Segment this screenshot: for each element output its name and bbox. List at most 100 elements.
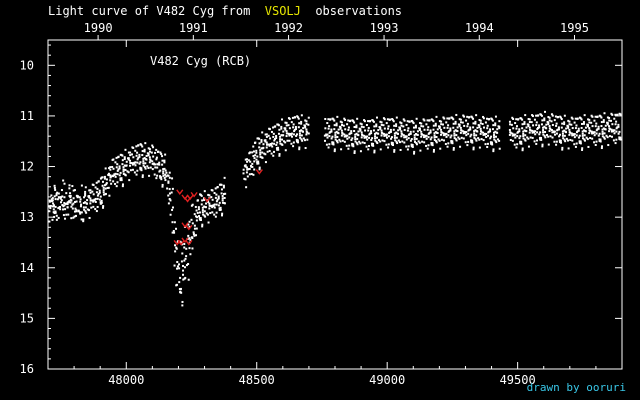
observation-point	[248, 168, 251, 171]
observation-point	[548, 129, 551, 132]
observation-point	[190, 204, 193, 207]
observation-point	[387, 146, 390, 149]
observation-point	[570, 132, 573, 135]
observation-point	[332, 118, 335, 121]
observation-point	[276, 148, 279, 151]
observation-point	[66, 203, 69, 206]
observation-point	[433, 132, 436, 135]
observation-point	[435, 115, 438, 118]
observation-point	[587, 145, 590, 148]
observation-point	[64, 208, 67, 211]
observation-point	[423, 119, 426, 122]
observation-point	[341, 123, 344, 126]
observation-point	[532, 124, 535, 127]
observation-point	[147, 166, 150, 169]
observation-point	[98, 191, 101, 194]
observation-point	[403, 128, 406, 131]
observation-point	[343, 133, 346, 136]
observation-point	[343, 140, 346, 143]
observation-point	[122, 168, 125, 171]
observation-point	[356, 137, 359, 140]
observation-point	[174, 250, 177, 253]
observation-point	[509, 139, 512, 142]
observation-point	[221, 195, 224, 198]
observation-point	[211, 189, 214, 192]
observation-point	[151, 144, 154, 147]
observation-point	[472, 146, 475, 149]
observation-point	[76, 195, 79, 198]
observation-point	[356, 143, 359, 146]
observation-point	[331, 135, 334, 138]
y-tick-label: 15	[20, 311, 34, 325]
observation-point	[171, 208, 174, 211]
fainter-than-point	[177, 240, 185, 246]
observation-point	[280, 125, 283, 128]
observation-point	[432, 128, 435, 131]
observation-point	[523, 121, 526, 124]
observation-point	[401, 140, 404, 143]
observation-point	[425, 134, 428, 137]
observation-point	[442, 134, 445, 137]
observation-point	[283, 140, 286, 143]
observation-point	[475, 114, 478, 117]
observation-point	[272, 135, 275, 138]
observation-point	[415, 143, 418, 146]
observation-point	[211, 198, 214, 201]
observation-point	[370, 132, 373, 135]
observation-point	[135, 145, 138, 148]
observation-point	[508, 133, 511, 136]
observation-point	[523, 129, 526, 132]
observation-point	[214, 187, 217, 190]
observation-point	[540, 136, 543, 139]
observation-point	[59, 201, 62, 204]
observation-point	[551, 123, 554, 126]
observation-point	[326, 122, 329, 125]
observation-point	[95, 181, 98, 184]
observation-point	[96, 194, 99, 197]
observation-point	[122, 170, 125, 173]
observation-point	[445, 135, 448, 138]
observation-point	[442, 132, 445, 135]
observation-point	[450, 141, 453, 144]
observation-point	[359, 122, 362, 125]
observation-point	[259, 149, 262, 152]
observation-point	[79, 205, 82, 208]
observation-point	[262, 143, 265, 146]
observation-point	[489, 141, 492, 144]
observation-point	[69, 201, 72, 204]
observation-point	[595, 132, 598, 135]
observation-point	[610, 119, 613, 122]
observation-point	[138, 162, 141, 165]
observation-point	[353, 151, 356, 154]
observation-point	[48, 210, 51, 213]
observation-point	[254, 154, 257, 157]
observation-point	[494, 124, 497, 127]
observation-point	[140, 169, 143, 172]
observation-point	[337, 128, 340, 131]
observation-point	[540, 138, 543, 141]
observation-point	[221, 212, 224, 215]
observation-point	[168, 192, 171, 195]
observation-point	[553, 140, 556, 143]
fainter-than-point	[181, 237, 189, 244]
observation-point	[121, 159, 124, 162]
observation-point	[129, 159, 132, 162]
observation-point	[492, 148, 495, 151]
observation-point	[515, 146, 518, 149]
observation-point	[431, 142, 434, 145]
observation-point	[329, 130, 332, 133]
observation-point	[290, 121, 293, 124]
observation-point	[536, 139, 539, 142]
observation-point	[196, 216, 199, 219]
observation-point	[589, 137, 592, 140]
observation-point	[171, 206, 174, 209]
observation-point	[588, 127, 591, 130]
observation-point	[210, 196, 213, 199]
observation-point	[96, 205, 99, 208]
observation-point	[601, 130, 604, 133]
observation-point	[409, 139, 412, 142]
observation-point	[54, 188, 57, 191]
observation-point	[51, 218, 54, 221]
observation-point	[535, 114, 538, 117]
